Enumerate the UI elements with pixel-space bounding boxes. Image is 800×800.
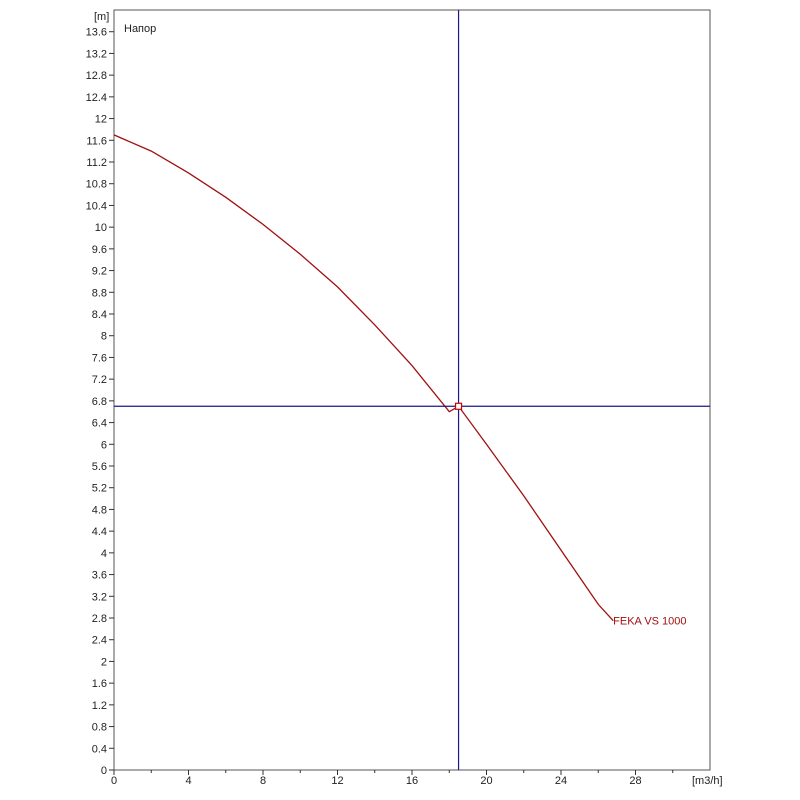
y-tick-label: 1.2 (92, 700, 107, 712)
y-tick-label: 5.2 (92, 483, 107, 495)
series-name-label: FEKA VS 1000 (613, 616, 686, 628)
y-tick-label: 9.6 (92, 244, 107, 256)
y-tick-label: 9.2 (92, 266, 107, 278)
y-tick-label: 10.8 (86, 179, 107, 191)
x-axis-unit-label: [m3/h] (692, 775, 723, 787)
y-tick-label: 10.4 (86, 200, 107, 212)
series-group: FEKA VS 1000 (113, 134, 687, 628)
x-tick-label: 16 (406, 775, 418, 787)
y-tick-labels: 0 0.4 0.8 1.2 1.6 2 2.4 2.8 3.2 3.6 4 4.4 4.8 5.2 5.6 6… (86, 27, 107, 777)
series-line (113, 134, 614, 622)
y-tick-label: 0.4 (92, 743, 107, 755)
y-tick-label: 8.8 (92, 287, 107, 299)
y-tick-label: 2.8 (92, 613, 107, 625)
y-tick-label: 12.8 (86, 70, 107, 82)
y-tick-label: 13.2 (86, 48, 107, 60)
y-tick-label: 4.4 (92, 526, 107, 538)
y-tick-label: 3.2 (92, 591, 107, 603)
y-tick-label: 8 (101, 331, 107, 343)
y-tick-label: 5.6 (92, 461, 107, 473)
y-tick-label: 6.4 (92, 418, 107, 430)
operating-point-marker (454, 402, 463, 410)
y-tick-label: 11.6 (86, 135, 107, 147)
y-tick-label: 11.2 (86, 157, 107, 169)
y-tick-label: 13.6 (86, 27, 107, 39)
y-tick-label: 6.8 (92, 396, 107, 408)
y-tick-label: 7.2 (92, 374, 107, 386)
y-tick-label: 6 (101, 439, 107, 451)
axes (109, 9, 711, 775)
y-tick-label: 8.4 (92, 309, 107, 321)
y-tick-label: 7.6 (92, 352, 107, 364)
y-tick-label: 10 (95, 222, 107, 234)
plot-frame (113, 9, 711, 771)
x-tick-label: 24 (555, 775, 567, 787)
x-tick-labels: 0 4 8 12 16 20 24 28 (111, 775, 642, 787)
operating-point (114, 10, 710, 770)
y-tick-label: 2 (101, 656, 107, 668)
x-tick-label: 20 (480, 775, 492, 787)
y-tick-label: 0.8 (92, 722, 107, 734)
chart-quantity-label: Напор (124, 23, 156, 35)
x-tick-label: 0 (111, 775, 117, 787)
y-tick-label: 2.4 (92, 635, 107, 647)
y-tick-label: 4.8 (92, 504, 107, 516)
y-tick-label: 12.4 (86, 92, 107, 104)
y-tick-label: 4 (101, 548, 107, 560)
y-tick-label: 3.6 (92, 570, 107, 582)
y-tick-label: 12 (95, 114, 107, 126)
x-tick-label: 4 (185, 775, 191, 787)
x-tick-label: 28 (629, 775, 641, 787)
x-tick-label: 12 (331, 775, 343, 787)
y-axis-unit-label: [m] (94, 11, 109, 23)
x-tick-label: 8 (260, 775, 266, 787)
y-tick-label: 1.6 (92, 678, 107, 690)
y-tick-label: 0 (101, 765, 107, 777)
